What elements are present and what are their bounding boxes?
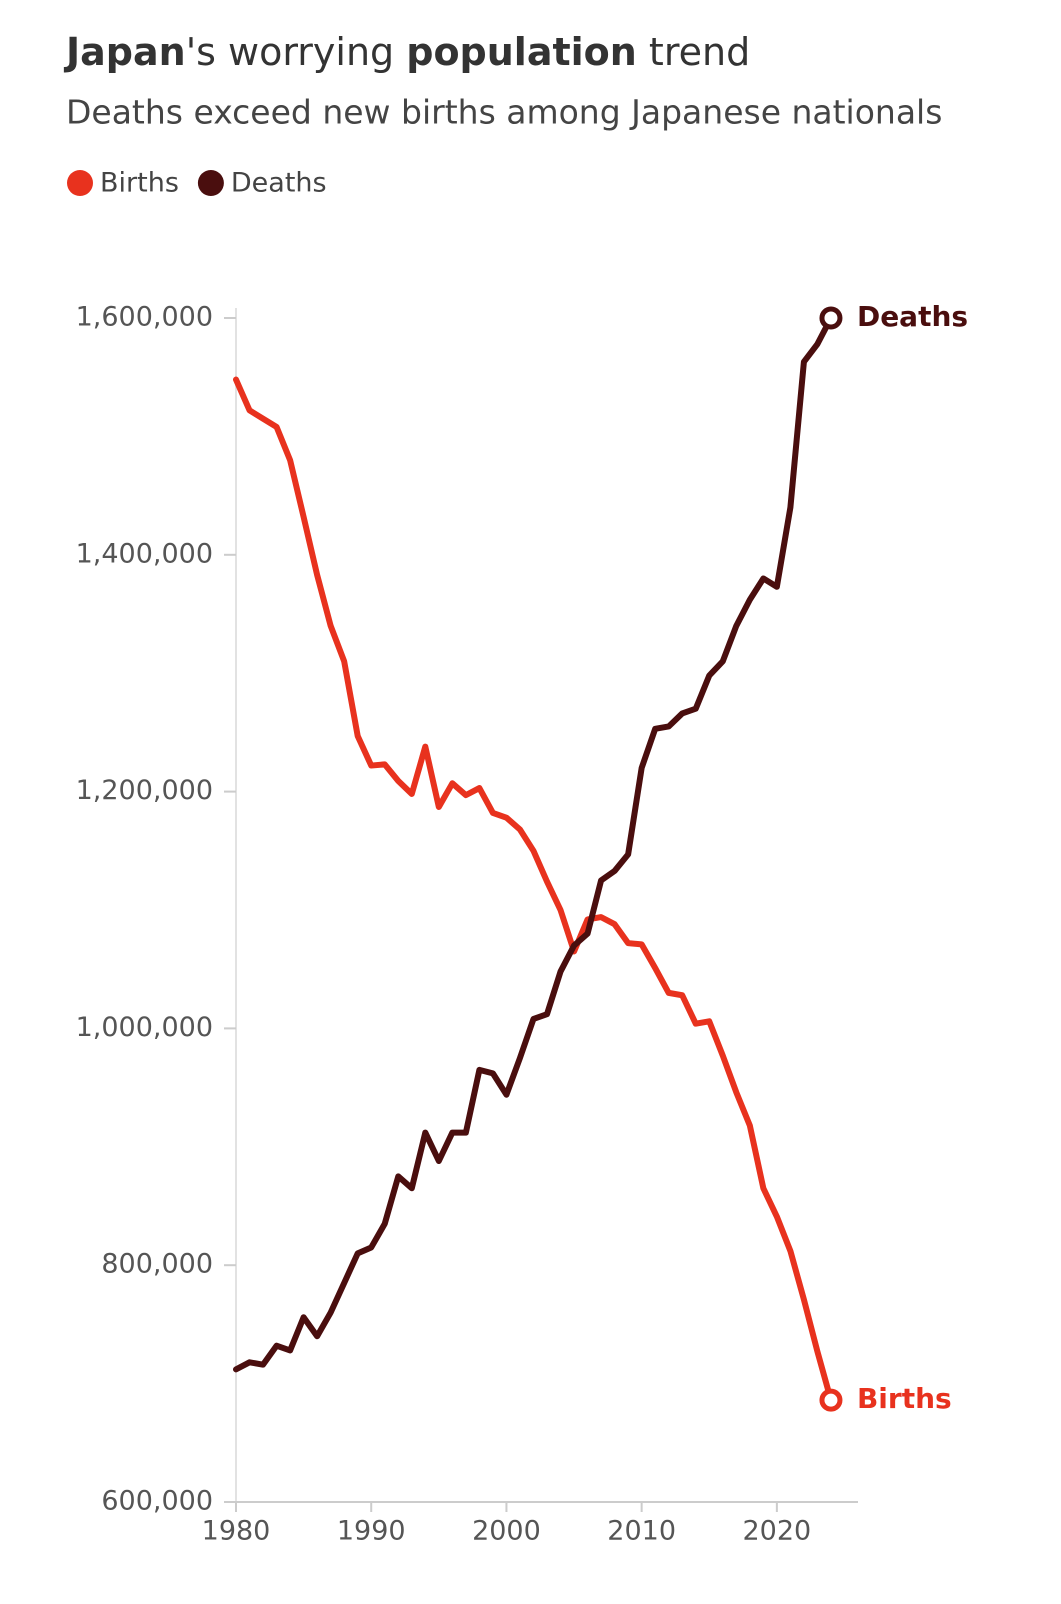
title-part: population <box>406 30 637 74</box>
x-tick-label: 1990 <box>337 1516 406 1547</box>
chart-subtitle: Deaths exceed new births among Japanese … <box>66 93 942 132</box>
end-label: Deaths <box>857 300 968 333</box>
x-tick-label: 2010 <box>607 1516 676 1547</box>
legend-swatch <box>197 170 224 196</box>
y-tick-label: 600,000 <box>101 1486 213 1517</box>
legend-label: Births <box>100 168 179 199</box>
y-tick-label: 1,600,000 <box>76 302 213 333</box>
legend-label: Deaths <box>231 168 327 199</box>
end-marker <box>819 1388 843 1412</box>
x-tick-label: 2020 <box>743 1516 812 1547</box>
x-tick-label: 1980 <box>202 1516 271 1547</box>
title-part: trend <box>637 30 750 74</box>
legend-swatch <box>67 170 93 196</box>
chart-title: Japan's worrying population trend <box>63 30 750 74</box>
y-tick-label: 800,000 <box>101 1249 213 1280</box>
y-tick-label: 1,200,000 <box>76 775 213 806</box>
series-line <box>233 315 834 1373</box>
title-part: 's worrying <box>186 30 407 74</box>
series-line <box>233 376 834 1404</box>
title-part: Japan <box>63 30 186 74</box>
y-tick-label: 1,400,000 <box>76 538 213 569</box>
x-tick-label: 2000 <box>472 1516 541 1547</box>
end-marker <box>819 306 843 330</box>
y-tick-label: 1,000,000 <box>76 1012 213 1043</box>
end-label: Births <box>857 1382 952 1415</box>
